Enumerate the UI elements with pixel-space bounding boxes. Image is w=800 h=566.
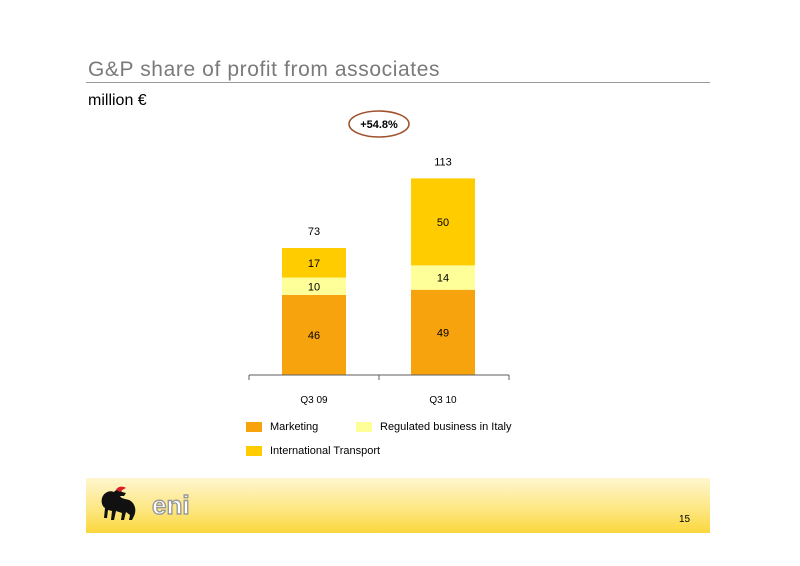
page-title: G&P share of profit from associates <box>88 58 441 81</box>
bar-label-international-1: 50 <box>437 217 449 229</box>
bar-regulated-0 <box>282 277 346 295</box>
legend-label-marketing: Marketing <box>270 421 319 433</box>
x-tick-label-0: Q3 09 <box>300 395 328 406</box>
total-label-0: 73 <box>308 226 320 238</box>
bar-marketing-1 <box>411 289 475 375</box>
bar-international-1 <box>411 178 475 266</box>
legend-swatch-regulated <box>356 422 372 432</box>
legend-label-regulated: Regulated business in Italy <box>380 421 512 433</box>
footer-band <box>86 478 710 533</box>
legend-swatch-international <box>246 446 262 456</box>
legend-item-international: International Transport <box>246 445 380 457</box>
growth-annotation: +54.8% <box>360 119 398 131</box>
bar-marketing-0 <box>282 294 346 375</box>
title-divider <box>86 82 710 83</box>
bar-international-0 <box>282 247 346 278</box>
legend-item-regulated: Regulated business in Italy <box>356 421 511 433</box>
legend-swatch-marketing <box>246 422 262 432</box>
total-label-1: 113 <box>434 156 452 168</box>
bar-label-marketing-0: 46 <box>308 330 320 342</box>
legend-item-marketing: Marketing <box>246 421 318 433</box>
eni-logo-text: eni <box>152 490 190 520</box>
bar-label-international-0: 17 <box>308 258 320 270</box>
six-legged-dog-icon <box>101 486 136 520</box>
chart-legend: Marketing Regulated business in Italy In… <box>246 418 576 464</box>
bar-label-regulated-0: 10 <box>308 281 320 293</box>
legend-label-international: International Transport <box>270 445 381 457</box>
page-number: 15 <box>679 514 691 525</box>
x-tick-label-1: Q3 10 <box>429 395 457 406</box>
unit-label: million € <box>88 92 147 109</box>
bar-label-marketing-1: 49 <box>437 327 449 339</box>
growth-badge <box>348 110 410 138</box>
bar-label-regulated-1: 14 <box>437 273 449 285</box>
bar-regulated-1 <box>411 265 475 290</box>
eni-logo: eni <box>101 486 190 521</box>
